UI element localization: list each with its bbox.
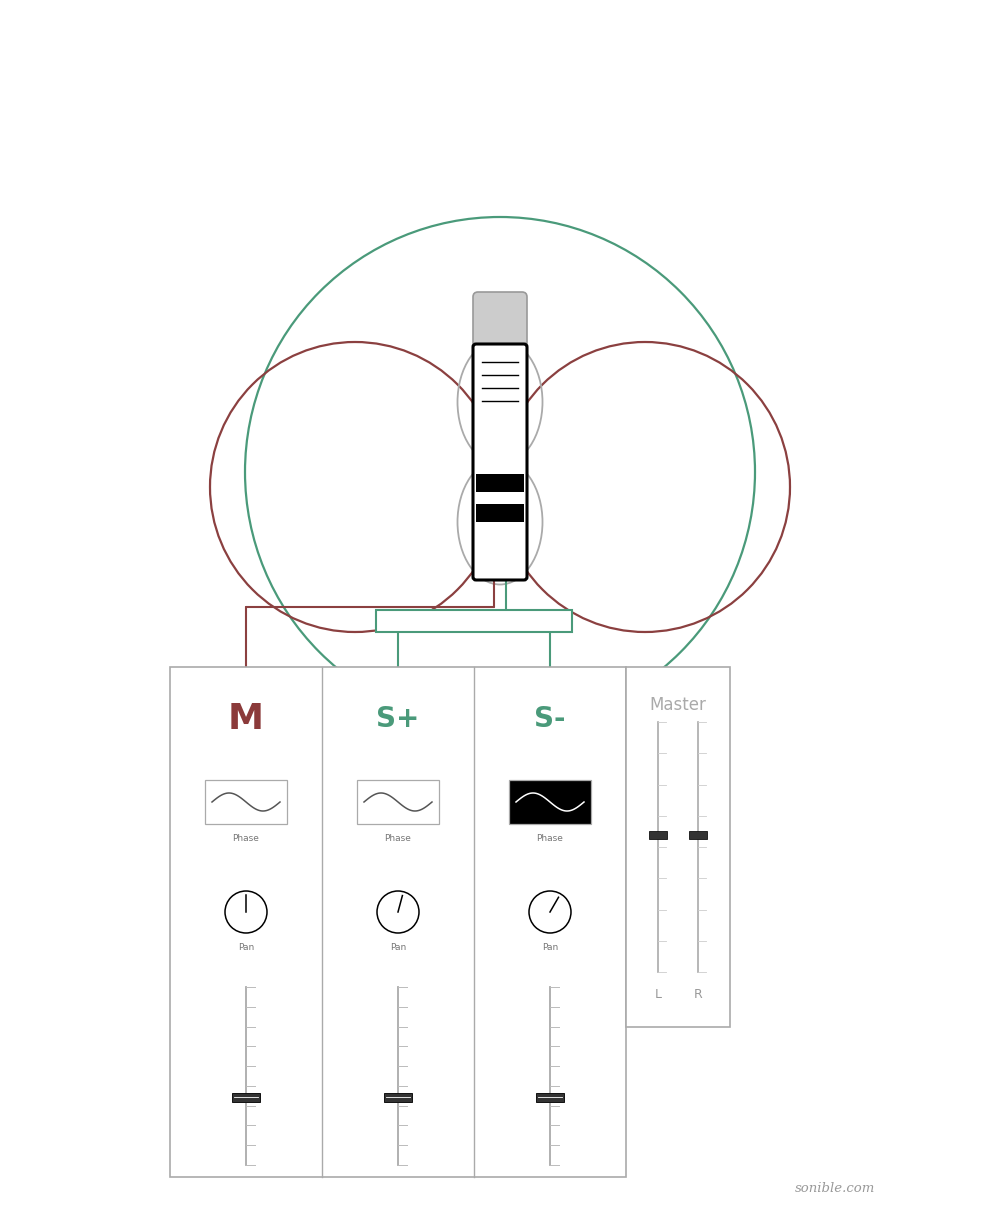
Text: Pan: Pan <box>542 943 558 951</box>
Text: Master: Master <box>650 696 706 715</box>
Bar <box>536 1092 564 1102</box>
Text: Pan: Pan <box>238 943 254 951</box>
Bar <box>205 780 287 824</box>
Bar <box>384 1092 412 1102</box>
Circle shape <box>377 891 419 933</box>
Text: S+: S+ <box>376 705 420 733</box>
Text: Pan: Pan <box>390 943 406 951</box>
Text: L: L <box>655 987 662 1001</box>
Bar <box>376 610 572 632</box>
Text: M: M <box>228 702 264 736</box>
Text: R: R <box>694 987 702 1001</box>
Bar <box>476 505 524 521</box>
Bar <box>476 474 524 492</box>
FancyBboxPatch shape <box>473 292 527 354</box>
Circle shape <box>225 891 267 933</box>
Bar <box>509 780 591 824</box>
Bar <box>232 1092 260 1102</box>
Text: S-: S- <box>534 705 566 733</box>
FancyBboxPatch shape <box>473 344 527 581</box>
Text: Phase: Phase <box>385 834 411 842</box>
Bar <box>170 667 626 1177</box>
Bar <box>357 780 439 824</box>
Bar <box>649 830 667 839</box>
Circle shape <box>529 891 571 933</box>
Bar <box>689 830 707 839</box>
Text: Phase: Phase <box>537 834 563 842</box>
Bar <box>626 667 730 1027</box>
Text: Phase: Phase <box>233 834 259 842</box>
Text: sonible.com: sonible.com <box>795 1183 875 1195</box>
